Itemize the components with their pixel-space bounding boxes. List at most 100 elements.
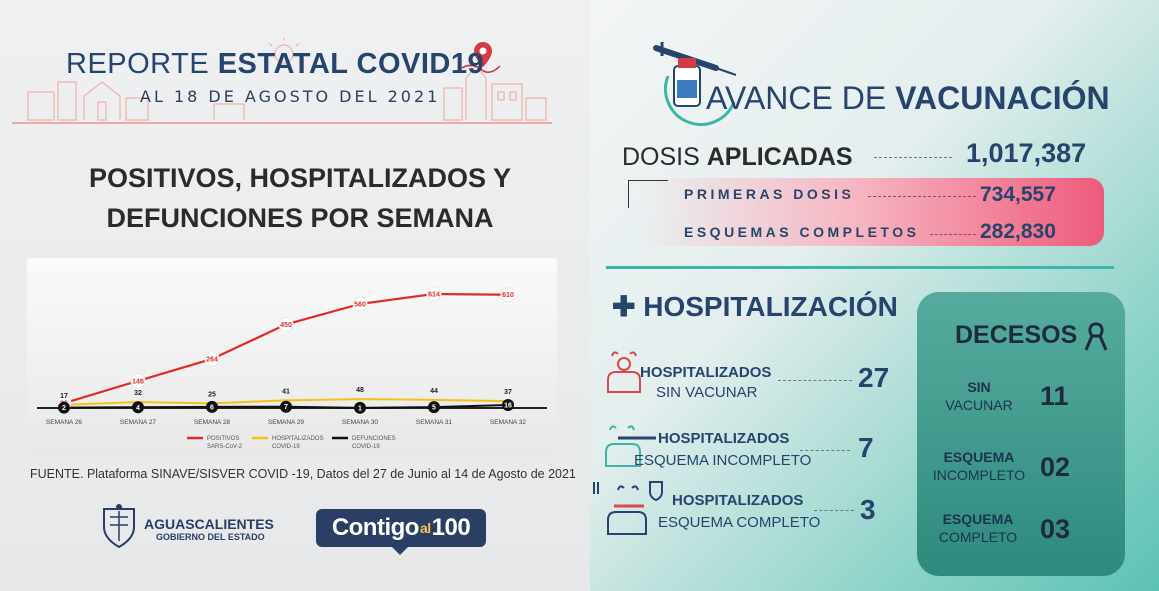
positivos-data-label: 610 <box>502 292 514 299</box>
vaccination-arc-icon <box>664 75 736 126</box>
positivos-marker <box>500 287 516 303</box>
defunciones-marker <box>280 400 292 413</box>
positivos-data-label: 450 <box>280 322 292 329</box>
defunciones-data-label: 6 <box>210 404 214 411</box>
hosp-row2-value: 7 <box>858 432 874 463</box>
dosis-dash <box>874 157 952 158</box>
hosp-row2-line2: ESQUEMA INCOMPLETO <box>634 452 812 469</box>
defunciones-marker <box>206 400 218 413</box>
hosp-row3-line2: ESQUEMA COMPLETO <box>658 514 821 531</box>
defunciones-marker <box>354 401 366 414</box>
deaths-row2-label: ESQUEMA INCOMPLETO <box>928 448 1030 484</box>
legend-label: HOSPITALIZADOS <box>272 436 324 442</box>
vaccine-syringe-icon <box>653 42 737 107</box>
doses-breakdown-band <box>640 178 1104 246</box>
line-chart: SEMANA 26 SEMANA 27 SEMANA 28 SEMANA 29 SEMA… <box>37 286 547 450</box>
defunciones-data-label: 7 <box>284 404 288 411</box>
heading-line2: DEFUNCIONES POR SEMANA <box>106 203 494 233</box>
positivos-marker <box>352 296 368 312</box>
mourning-ribbon-icon <box>1084 322 1108 351</box>
heading-line1: POSITIVOS, HOSPITALIZADOS Y <box>88 163 512 193</box>
contigo-al-100-logo: Contigo al 100 <box>316 509 486 555</box>
hosp-row3-value: 3 <box>860 494 876 525</box>
state-subtitle: GOBIERNO DEL ESTADO <box>156 532 265 542</box>
hospitalizados-data-label: 17 <box>60 393 68 400</box>
positivos-data-label: 560 <box>354 302 366 309</box>
deaths-row2-value: 02 <box>1040 452 1071 482</box>
doses-applied-value: 1,017,387 <box>966 138 1087 168</box>
deaths-row3-value: 03 <box>1040 514 1071 544</box>
positivos-marker <box>426 286 442 302</box>
hosp-row3-dash <box>814 510 854 511</box>
mexico-map-pin-icon <box>461 42 501 73</box>
defunciones-data-label: 2 <box>62 405 66 412</box>
weekly-chart: SEMANA 26 SEMANA 27 SEMANA 28 SEMANA 29 SEMA… <box>27 258 557 458</box>
defunciones-data-label: 1 <box>358 405 362 412</box>
hosp-row2-line1: HOSPITALIZADOS <box>658 430 790 447</box>
positivos-marker <box>204 351 220 367</box>
hosp-row2-dash <box>800 450 850 451</box>
defunciones-marker <box>428 401 440 414</box>
legend-label: POSITIVOS <box>207 436 239 442</box>
deaths-row1-line1: SIN <box>967 379 991 395</box>
deaths-row1-line2: VACUNAR <box>945 397 1013 413</box>
contigo-al: al <box>419 520 431 536</box>
esquemas-dash <box>930 234 976 235</box>
deaths-row2-line2: INCOMPLETO <box>932 467 1026 483</box>
patient-complete-scheme-icon <box>593 481 663 535</box>
deaths-row3-label: ESQUEMA COMPLETO <box>936 510 1020 546</box>
complete-schemes-value: 282,830 <box>980 220 1056 243</box>
hosp-row1-line1: HOSPITALIZADOS <box>640 364 772 381</box>
vaccination-title: AVANCE DE VACUNACIÓN <box>706 80 1110 117</box>
hospitalizados-data-label: 41 <box>282 388 290 395</box>
primeras-dash <box>868 196 976 197</box>
deaths-title: DECESOS <box>955 321 1077 350</box>
hospitalizados-data-label: 37 <box>504 389 512 396</box>
patient-incomplete-scheme-icon <box>605 425 656 467</box>
section-divider <box>606 266 1114 269</box>
hosp-row1-line2: SIN VACUNAR <box>656 384 758 401</box>
positivos-marker <box>278 316 294 332</box>
x-tick-label: SEMANA 29 <box>268 419 305 426</box>
header-divider <box>12 122 552 124</box>
deaths-row1-label: SIN VACUNAR <box>941 378 1017 414</box>
contigo-num: 100 <box>431 514 471 541</box>
hosp-row3-line1: HOSPITALIZADOS <box>672 492 804 509</box>
hosp-row1-dash <box>778 380 852 381</box>
legend-label: SARS-CoV-2 <box>207 444 243 450</box>
defunciones-data-label: 5 <box>432 405 436 412</box>
complete-schemes-label: ESQUEMAS COMPLETOS <box>684 224 920 240</box>
series-line-0 <box>63 292 509 405</box>
first-doses-label: PRIMERAS DOSIS <box>684 186 855 202</box>
deaths-row1-value: 11 <box>1040 381 1069 411</box>
data-source: FUENTE. Plataforma SINAVE/SISVER COVID -… <box>30 467 576 481</box>
positivos-data-label: 264 <box>206 356 218 363</box>
x-tick-label: SEMANA 31 <box>416 419 453 426</box>
x-tick-label: SEMANA 28 <box>194 419 231 426</box>
chart-heading: POSITIVOS, HOSPITALIZADOS Y DEFUNCIONES … <box>70 158 530 238</box>
defunciones-marker <box>502 399 514 412</box>
patient-unvaccinated-icon <box>607 351 641 393</box>
deaths-row3-line1: ESQUEMA <box>942 511 1014 527</box>
deaths-title-text: DECESOS <box>955 321 1078 349</box>
doses-applied-label: DOSIS APLICADAS <box>622 143 853 172</box>
report-date: AL 18 DE AGOSTO DEL 2021 <box>140 87 441 106</box>
doses-bracket <box>628 180 668 208</box>
hospitalizados-data-label: 25 <box>208 391 216 398</box>
hosp-row1-value: 27 <box>858 362 890 393</box>
vac-title-bold: VACUNACIÓN <box>895 80 1110 116</box>
contigo-word: Contigo <box>331 514 420 541</box>
x-tick-label: SEMANA 32 <box>490 419 527 426</box>
defunciones-data-label: 16 <box>504 403 512 410</box>
title-bold: ESTATAL COVID19 <box>217 48 485 80</box>
hospitalizados-data-label: 44 <box>430 388 438 395</box>
dosis-normal: DOSIS <box>622 143 707 171</box>
legend-label: DEFUNCIONES <box>352 436 396 442</box>
city-skyline-icon <box>27 38 547 121</box>
x-tick-label: SEMANA 26 <box>46 419 83 426</box>
defunciones-marker <box>58 401 70 414</box>
positivos-data-label: 614 <box>428 291 440 298</box>
dosis-bold: APLICADAS <box>706 143 853 171</box>
x-tick-label: SEMANA 30 <box>342 419 379 426</box>
deaths-row3-line2: COMPLETO <box>938 529 1018 545</box>
